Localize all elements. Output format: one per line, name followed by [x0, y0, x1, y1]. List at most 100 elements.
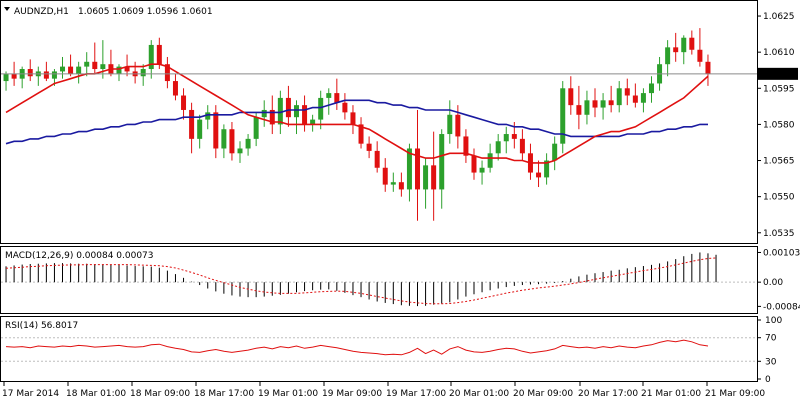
bear-candle	[689, 37, 695, 50]
bull-candle	[487, 153, 493, 168]
price-tick-label: 1.0625	[763, 12, 795, 22]
price-axis: 1.0625 1.0610 1.0595 1.0580 1.0565 1.0550 1.05…	[757, 12, 795, 239]
bear-candle	[536, 172, 542, 178]
bull-candle	[116, 66, 122, 74]
bear-candle	[463, 136, 469, 156]
symbol-label: AUDNZD,H1	[14, 7, 69, 17]
bull-candle	[100, 64, 106, 70]
bull-candle	[665, 47, 671, 65]
bull-candle	[197, 119, 203, 139]
bear-candle	[697, 49, 703, 62]
bull-candle	[600, 100, 606, 108]
collapse-arrow-icon[interactable]	[4, 7, 10, 11]
bull-candle	[3, 73, 9, 82]
bear-candle	[302, 105, 308, 125]
bull-candle	[584, 100, 590, 115]
bear-candle	[229, 129, 235, 154]
bull-candle	[390, 182, 396, 185]
bear-candle	[624, 88, 630, 96]
bear-candle	[366, 143, 372, 151]
bear-candle	[673, 47, 679, 53]
bear-candle	[164, 64, 170, 82]
bull-candle	[648, 83, 654, 94]
rsi-line	[5, 339, 709, 356]
bear-candle	[189, 109, 195, 139]
bull-candle	[406, 148, 412, 190]
bear-candle	[68, 66, 74, 74]
macd-tick-label: -0.00084	[763, 302, 800, 312]
bear-candle	[431, 165, 437, 190]
time-tick-label: 21 Mar 01:00	[641, 389, 701, 399]
time-tick-label: 18 Mar 09:00	[130, 389, 190, 399]
rsi-panel-frame	[0, 316, 758, 382]
bull-candle	[253, 117, 259, 139]
bull-candle	[326, 93, 332, 98]
time-tick-label: 18 Mar 17:00	[194, 389, 254, 399]
bear-candle	[568, 88, 574, 106]
bull-candle	[84, 61, 90, 67]
bull-candle	[148, 44, 154, 70]
bull-candle	[277, 97, 283, 125]
time-tick-label: 19 Mar 17:00	[386, 389, 446, 399]
current-price-box	[758, 67, 798, 80]
bear-candle	[342, 102, 348, 113]
time-tick-label: 21 Mar 09:00	[705, 389, 765, 399]
bear-candle	[156, 44, 162, 65]
rsi-title: RSI(14) 56.8017	[5, 321, 78, 331]
bull-candle	[261, 109, 267, 118]
bull-candle	[237, 148, 243, 154]
bear-candle	[172, 81, 178, 96]
bull-candle	[310, 119, 316, 125]
time-tick-label: 20 Mar 17:00	[578, 389, 638, 399]
bull-candle	[681, 37, 687, 53]
bear-candle	[213, 112, 219, 149]
bull-candle	[495, 141, 501, 154]
bear-candle	[358, 124, 364, 144]
current-price-marker: 1.0601	[1, 67, 798, 80]
bull-candle	[140, 69, 146, 77]
bull-candle	[423, 165, 429, 190]
bear-candle	[415, 148, 421, 190]
macd-tick-label: 0.00	[763, 278, 783, 288]
bear-candle	[511, 134, 517, 139]
bull-candle	[640, 93, 646, 103]
bull-candle	[503, 134, 509, 142]
time-tick-label: 19 Mar 01:00	[258, 389, 318, 399]
bear-candle	[27, 69, 33, 77]
rsi-indicator: 100 70 30 0	[1, 316, 782, 385]
time-tick-label: 19 Mar 09:00	[322, 389, 382, 399]
bull-candle	[318, 97, 324, 120]
bull-candle	[76, 66, 82, 74]
bear-candle	[398, 182, 404, 190]
current-price-label: 1.0601	[762, 70, 794, 80]
bear-candle	[124, 66, 130, 72]
bear-candle	[455, 114, 461, 137]
bear-candle	[576, 105, 582, 115]
time-axis: 17 Mar 2014 18 Mar 01:00 18 Mar 09:00 18 Ma…	[2, 382, 765, 399]
time-tick-label: 20 Mar 01:00	[449, 389, 509, 399]
bear-candle	[632, 95, 638, 103]
bear-candle	[382, 167, 388, 185]
rsi-tick-label: 30	[765, 357, 777, 367]
bull-candle	[293, 105, 299, 118]
bear-candle	[374, 150, 380, 168]
time-tick-label: 17 Mar 2014	[2, 389, 59, 399]
moving-averages	[5, 63, 709, 164]
bear-candle	[92, 61, 98, 70]
slow-moving-average-line	[5, 99, 708, 145]
rsi-tick-label: 70	[765, 334, 777, 344]
price-tick-label: 1.0580	[763, 120, 795, 130]
bear-candle	[350, 112, 356, 125]
macd-tick-label: 0.00103	[763, 248, 800, 258]
bull-candle	[544, 160, 550, 178]
bear-candle	[334, 93, 340, 103]
bear-candle	[43, 71, 49, 79]
price-panel-title: AUDNZD,H1 1.0605 1.0609 1.0596 1.0601	[4, 7, 213, 17]
bear-candle	[705, 61, 711, 74]
bear-candle	[181, 95, 187, 110]
macd-panel-frame	[0, 246, 758, 314]
bear-candle	[285, 97, 291, 118]
bull-candle	[447, 114, 453, 135]
